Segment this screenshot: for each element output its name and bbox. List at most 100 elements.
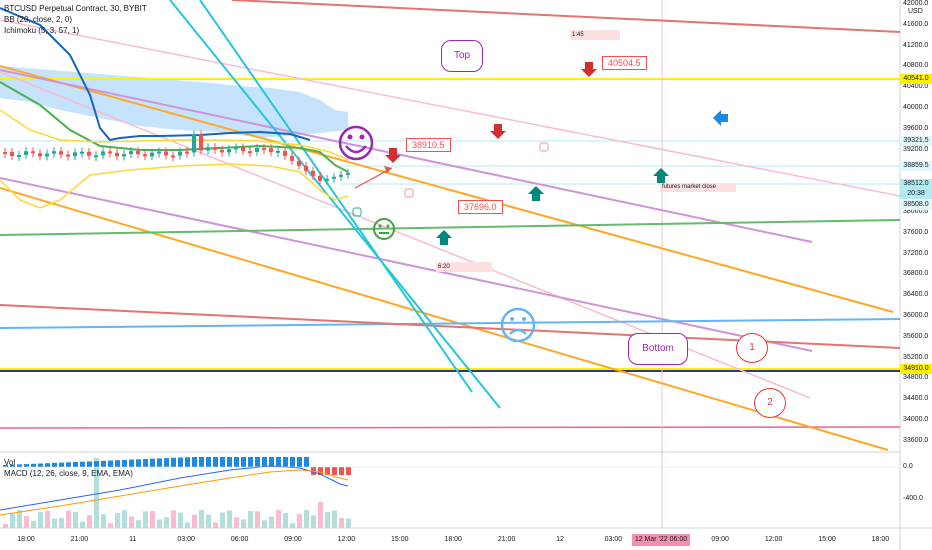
candle (185, 151, 189, 154)
volume-bar (143, 511, 148, 528)
price-axis-label: 34800.0 (903, 374, 929, 382)
volume-bar (87, 515, 92, 528)
macd-bar (255, 457, 260, 467)
down-arrow-icon (581, 62, 597, 77)
candle (3, 152, 7, 154)
volume-bar (297, 514, 302, 528)
candle (10, 152, 14, 156)
time-axis-label: 12:00 (337, 536, 356, 543)
candle (325, 178, 329, 181)
callout-two[interactable]: 2 (754, 388, 786, 418)
volume-bar (157, 519, 162, 528)
volume-bar (94, 458, 99, 528)
trendline-purple-1[interactable] (0, 69, 813, 243)
price-label-40504[interactable]: 40504.5 (602, 56, 647, 70)
macd-signal-line (0, 469, 349, 516)
volume-bar (17, 510, 22, 528)
trendline-blue[interactable] (0, 318, 901, 329)
symbol-legend[interactable]: BTCUSD Perpetual Contract, 30, BYBIT (4, 4, 147, 13)
candle (129, 151, 133, 155)
time-axis-label: 12 (556, 536, 564, 543)
futures-close-label: futures market close (660, 183, 736, 192)
macd-bar (297, 457, 302, 467)
time-axis-label: 03:00 (604, 536, 623, 543)
trendline-orange-1[interactable] (0, 65, 894, 313)
macd-bar (157, 458, 162, 467)
candle (150, 152, 154, 157)
time-range-label: 1:45 (570, 30, 620, 40)
price-axis-label: 37200.0 (903, 249, 929, 257)
candle (66, 154, 70, 157)
bottom-callout[interactable]: Bottom (628, 333, 688, 365)
candle (17, 154, 21, 157)
volume-bar (346, 518, 351, 528)
price-tag-38508: 38508.0 (900, 200, 932, 210)
volume-bar (24, 515, 29, 528)
price-axis-label: 38000.0 (903, 208, 929, 215)
macd-bar (269, 457, 274, 467)
candle (59, 151, 63, 155)
top-callout[interactable]: Top (441, 40, 483, 72)
price-label-37696[interactable]: 37696.0 (458, 200, 503, 214)
price-axis-label: 36800.0 (903, 270, 929, 278)
volume-bar (73, 512, 78, 528)
down-arrow-icon (490, 124, 506, 139)
price-axis-label: 34400.0 (903, 395, 929, 403)
volume-bar (115, 513, 120, 528)
trendline-green[interactable] (0, 219, 901, 236)
macd-bar (304, 457, 309, 467)
up-arrow-icon (653, 168, 669, 183)
macd-legend[interactable]: MACD (12, 26, close, 9, EMA, EMA) (4, 469, 133, 478)
candle (304, 165, 308, 171)
candle (213, 147, 217, 150)
candle (38, 153, 42, 157)
trendline-pink-2[interactable] (0, 71, 811, 399)
macd-line (0, 465, 349, 511)
candle (192, 134, 196, 153)
bb-legend[interactable]: BB (20, close, 2, 0) (4, 15, 73, 24)
trendline-cyan-1[interactable] (169, 0, 501, 409)
volume-bar (213, 522, 218, 528)
volume-bar (108, 523, 113, 528)
trendline-red-top[interactable] (231, 0, 901, 33)
macd-bar (3, 465, 8, 467)
sad-face-icon (500, 307, 536, 343)
volume-bar (192, 514, 197, 528)
callout-one[interactable]: 1 (736, 333, 768, 363)
macd-bar (318, 467, 323, 475)
macd-bar (346, 467, 351, 475)
macd-bar (164, 458, 169, 467)
macd-bar (136, 459, 141, 467)
volume-bar (304, 510, 309, 528)
time-axis-label: 18:00 (17, 536, 35, 543)
volume-bar (283, 513, 288, 528)
countdown-tag: 20:38 (900, 189, 932, 199)
price-axis-label: 41200.0 (903, 41, 929, 49)
candle (339, 174, 343, 177)
level-line-pink[interactable] (0, 426, 901, 429)
macd-bar (332, 467, 337, 475)
time-axis-label: 15:00 (391, 536, 409, 543)
time-axis-label: 11 (129, 536, 137, 543)
trendline-cyan-2[interactable] (199, 0, 473, 393)
macd-bar (66, 462, 71, 467)
candle (241, 147, 245, 152)
candle (262, 147, 266, 150)
volume-legend[interactable]: Vol (4, 458, 16, 467)
trendline-pink-1[interactable] (0, 19, 901, 197)
volume-bar (241, 519, 246, 528)
volume-bar (255, 511, 260, 528)
macd-axis-neg: -400.0 (903, 495, 923, 502)
price-axis-label: 34000.0 (903, 416, 929, 423)
ichimoku-legend[interactable]: Ichimoku (5, 3, 57, 1) (4, 26, 80, 35)
volume-bar (185, 522, 190, 528)
candle (346, 172, 350, 175)
time-axis-label: 15:00 (818, 536, 836, 543)
candle (122, 154, 126, 157)
volume-bar (38, 511, 43, 528)
candle (234, 147, 238, 150)
price-label-38910[interactable]: 38910.5 (406, 138, 451, 152)
volume-bar (220, 512, 225, 528)
left-arrow-icon (713, 110, 728, 126)
